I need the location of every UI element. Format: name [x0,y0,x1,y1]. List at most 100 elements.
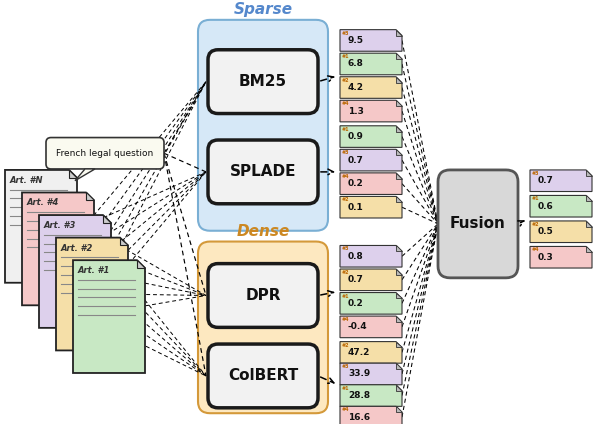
Polygon shape [396,316,402,322]
Text: #2: #2 [342,343,349,348]
FancyBboxPatch shape [198,242,328,413]
FancyBboxPatch shape [208,50,318,114]
Polygon shape [103,215,111,223]
Polygon shape [340,100,402,122]
Polygon shape [396,196,402,202]
Polygon shape [340,385,402,406]
Text: 0.7: 0.7 [348,156,364,165]
Text: BM25: BM25 [239,74,287,89]
Text: #1: #1 [342,127,349,132]
Polygon shape [39,215,111,328]
Text: 1.3: 1.3 [348,106,364,116]
Polygon shape [340,173,402,195]
Text: 0.2: 0.2 [348,179,364,188]
Text: 0.5: 0.5 [538,227,554,236]
Polygon shape [396,30,402,36]
Text: #3: #3 [532,171,539,176]
Polygon shape [396,173,402,179]
Polygon shape [340,245,402,267]
Polygon shape [22,192,94,305]
Text: 0.2: 0.2 [348,299,364,308]
Text: #4: #4 [342,174,349,179]
Text: 0.9: 0.9 [348,132,364,141]
Text: Dense: Dense [236,223,290,239]
Text: Fusion: Fusion [450,216,506,232]
Text: 6.8: 6.8 [348,59,364,69]
Polygon shape [137,260,145,268]
Text: 16.6: 16.6 [348,413,370,421]
Polygon shape [396,342,402,348]
Polygon shape [396,269,402,275]
Polygon shape [340,342,402,363]
FancyBboxPatch shape [208,344,318,408]
Polygon shape [75,169,95,181]
Polygon shape [56,237,128,350]
Text: #3: #3 [342,31,349,36]
Polygon shape [5,170,77,283]
Polygon shape [396,363,402,369]
Text: 0.3: 0.3 [538,253,554,262]
Text: #1: #1 [342,386,349,391]
Polygon shape [340,293,402,314]
Polygon shape [586,221,592,227]
Polygon shape [86,192,94,200]
Text: 33.9: 33.9 [348,369,370,379]
Polygon shape [530,195,592,217]
Text: 4.2: 4.2 [348,83,364,92]
Text: #4: #4 [342,407,349,412]
Text: -0.4: -0.4 [348,322,368,332]
Text: #4: #4 [532,248,539,252]
Polygon shape [340,406,402,424]
Text: 47.2: 47.2 [348,348,370,357]
Text: #3: #3 [342,246,349,251]
Text: #2: #2 [342,270,349,275]
Polygon shape [340,269,402,290]
Polygon shape [530,221,592,243]
Text: 0.7: 0.7 [538,176,554,185]
Polygon shape [73,260,145,373]
Text: Art. #1: Art. #1 [78,266,110,275]
Text: #4: #4 [342,101,349,106]
Text: #3: #3 [342,151,349,155]
Text: #2: #2 [342,78,349,83]
Polygon shape [530,246,592,268]
Polygon shape [396,126,402,132]
Polygon shape [586,246,592,252]
Polygon shape [530,170,592,192]
Text: #1: #1 [342,54,349,59]
Text: #2: #2 [342,198,349,202]
Text: French legal question: French legal question [56,149,154,158]
Polygon shape [396,77,402,83]
Polygon shape [396,293,402,298]
Polygon shape [396,53,402,59]
Polygon shape [340,30,402,51]
Text: #2: #2 [532,222,539,227]
Text: #1: #1 [342,293,349,298]
Polygon shape [340,126,402,148]
FancyBboxPatch shape [198,20,328,231]
Polygon shape [120,237,128,245]
Text: 9.5: 9.5 [348,36,364,45]
Polygon shape [396,149,402,155]
Text: 0.7: 0.7 [348,275,364,285]
Text: ColBERT: ColBERT [228,368,298,383]
FancyBboxPatch shape [208,264,318,327]
Text: #4: #4 [342,317,349,322]
Text: 0.8: 0.8 [348,252,364,261]
FancyBboxPatch shape [438,170,518,278]
Text: Art. #3: Art. #3 [44,221,76,230]
Polygon shape [586,170,592,176]
FancyBboxPatch shape [46,137,164,169]
Text: Art. #N: Art. #N [10,176,44,185]
Text: DPR: DPR [245,288,281,303]
Polygon shape [586,195,592,201]
Polygon shape [340,196,402,218]
Polygon shape [340,53,402,75]
Polygon shape [396,406,402,412]
Text: #3: #3 [342,364,349,369]
Polygon shape [340,149,402,171]
Text: Art. #2: Art. #2 [61,243,94,253]
Polygon shape [396,100,402,106]
Text: Art. #4: Art. #4 [27,198,59,207]
FancyBboxPatch shape [208,140,318,204]
